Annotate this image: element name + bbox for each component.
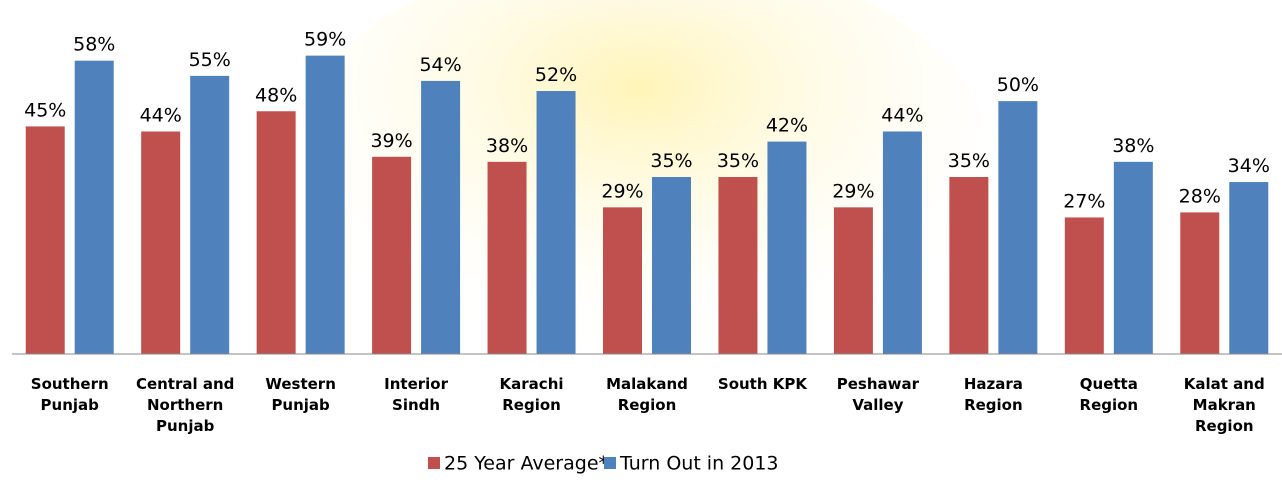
- x-tick-label: Western Punjab: [265, 375, 336, 414]
- watermark: [346, 0, 934, 120]
- x-tick-label: Southern Punjab: [30, 375, 109, 414]
- x-tick-label: Interior Sindh: [384, 375, 448, 414]
- bar: [767, 141, 807, 354]
- bar: [141, 131, 181, 354]
- value-label: 44%: [140, 104, 182, 126]
- legend-label: 25 Year Average*: [444, 453, 608, 475]
- bar: [833, 207, 873, 354]
- value-label: 29%: [601, 180, 643, 202]
- bar: [1113, 161, 1153, 354]
- bar: [998, 101, 1038, 355]
- bar: [74, 60, 114, 354]
- x-tick-label: Central and Northern Punjab: [135, 375, 235, 435]
- bar: [718, 177, 758, 354]
- bar: [603, 207, 642, 354]
- value-label: 42%: [766, 115, 808, 137]
- bar: [372, 156, 412, 354]
- x-tick-label: South KPK: [717, 375, 807, 393]
- x-tick-label: Kalat and Makran Region: [1183, 375, 1265, 435]
- value-label: 29%: [832, 180, 874, 202]
- x-tick-label: Malakand Region: [606, 375, 688, 414]
- value-label: 52%: [535, 64, 577, 86]
- bar: [1229, 182, 1269, 354]
- bar: [949, 177, 989, 354]
- value-label: 39%: [370, 130, 412, 152]
- value-label: 34%: [1228, 155, 1270, 177]
- bar: [652, 177, 691, 354]
- value-label: 55%: [189, 49, 231, 71]
- value-label: 35%: [650, 150, 692, 172]
- bar: [256, 111, 296, 354]
- value-label: 35%: [948, 150, 990, 172]
- bar: [536, 91, 576, 355]
- value-label: 54%: [419, 54, 461, 76]
- value-label: 27%: [1063, 190, 1105, 212]
- legend-swatch: [428, 457, 440, 469]
- bar: [1180, 212, 1220, 354]
- value-label: 38%: [486, 135, 528, 157]
- bar: [421, 80, 461, 355]
- x-tick-label: Karachi Region: [499, 375, 564, 414]
- value-label: 44%: [881, 104, 923, 126]
- bar: [25, 126, 65, 354]
- bar: [1064, 217, 1104, 354]
- value-label: 45%: [24, 99, 66, 121]
- legend-label: Turn Out in 2013: [619, 453, 779, 475]
- bar: [305, 55, 345, 354]
- value-label: 48%: [255, 84, 297, 106]
- bar: [487, 161, 527, 354]
- value-label: 38%: [1112, 135, 1154, 157]
- x-tick-label: Peshawar Valley: [836, 375, 920, 414]
- legend-swatch: [604, 457, 616, 469]
- x-tick-label: Hazara Region: [963, 375, 1023, 414]
- value-label: 28%: [1179, 185, 1221, 207]
- value-label: 50%: [997, 74, 1039, 96]
- x-tick-label: Quetta Region: [1079, 375, 1139, 414]
- value-label: 59%: [304, 29, 346, 51]
- bar: [190, 75, 230, 354]
- value-label: 58%: [73, 34, 115, 56]
- value-label: 35%: [717, 150, 759, 172]
- bar: [882, 131, 922, 354]
